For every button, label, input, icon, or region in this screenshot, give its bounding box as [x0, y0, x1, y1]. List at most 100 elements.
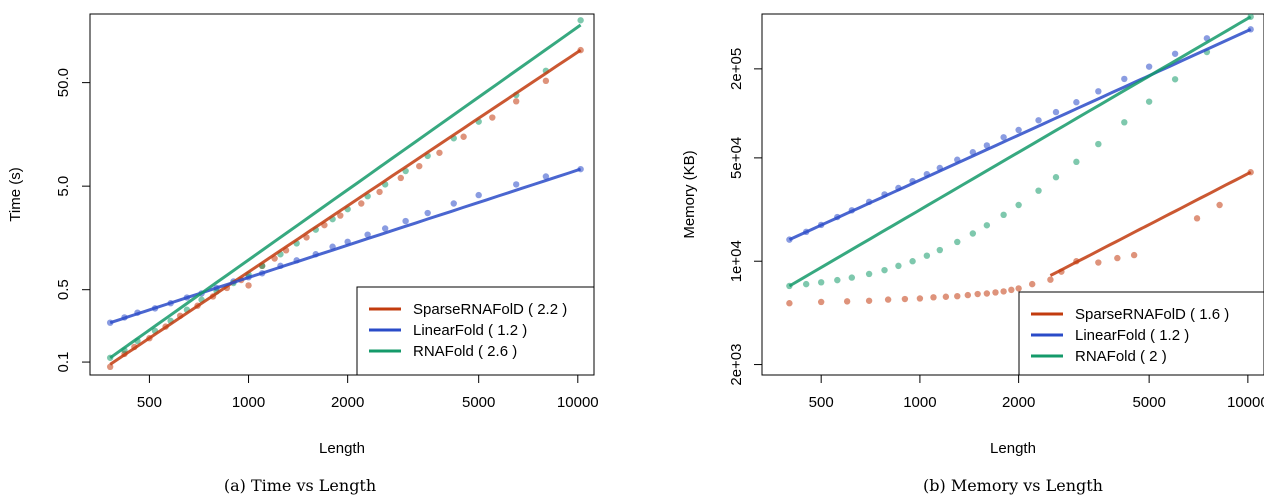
data-point: [376, 188, 383, 196]
data-layer: [786, 14, 1254, 307]
x-tick-label: 5000: [462, 394, 495, 411]
data-point: [848, 274, 856, 281]
data-point: [450, 200, 457, 207]
y-tick-label: 5e+04: [728, 137, 745, 179]
data-point: [802, 280, 810, 288]
data-point: [1015, 201, 1022, 209]
y-axis-label: Time (s): [7, 167, 24, 221]
data-point: [817, 279, 825, 286]
data-point: [358, 200, 365, 207]
data-point: [1095, 259, 1102, 266]
data-point: [834, 276, 841, 284]
y-tick-label: 1e+04: [728, 240, 745, 282]
fit-line: [109, 48, 582, 366]
data-point: [884, 296, 892, 303]
data-point: [954, 292, 961, 300]
y-tick-label: 5.0: [55, 176, 72, 197]
data-point: [786, 300, 793, 307]
legend-entry: SparseRNAFolD ( 2.2 ): [413, 301, 567, 318]
data-point: [1171, 50, 1179, 57]
plot-frame: [89, 13, 595, 376]
fit-line: [109, 167, 582, 325]
data-point: [916, 295, 924, 302]
data-point: [512, 98, 520, 105]
data-point: [983, 290, 991, 297]
data-point: [475, 191, 482, 199]
data-point: [489, 114, 496, 121]
x-tick-label: 1000: [903, 394, 936, 411]
data-point: [1145, 98, 1153, 105]
data-point: [881, 266, 888, 274]
data-point: [901, 295, 909, 303]
y-tick-label: 2e+05: [728, 48, 745, 90]
legend-entry: SparseRNAFolD ( 1.6 ): [1075, 306, 1229, 323]
y-tick-label: 2e+03: [728, 343, 745, 385]
y-tick-label: 0.5: [55, 279, 72, 300]
data-point: [1193, 215, 1201, 222]
data-point: [992, 289, 999, 296]
time-vs-length-panel: 500 1000 2000 5000 10000 0.1 0.5 5.0 50.0 Length T…: [7, 13, 599, 495]
data-point: [1015, 285, 1022, 292]
legend-entry: LinearFold ( 1.2 ): [1075, 327, 1189, 344]
x-tick-label: 10000: [557, 394, 599, 411]
data-point: [542, 173, 550, 180]
x-axis-label: Length: [319, 440, 365, 457]
data-point: [1171, 76, 1179, 83]
data-point: [381, 225, 389, 232]
data-point: [942, 293, 950, 300]
data-point: [1073, 158, 1080, 166]
data-point: [1114, 254, 1121, 262]
data-point: [106, 363, 114, 371]
data-point: [1047, 276, 1054, 283]
data-point: [1216, 201, 1223, 209]
data-point: [1121, 75, 1128, 83]
data-point: [1035, 187, 1042, 194]
plot-frame: [761, 13, 1264, 376]
data-point: [424, 209, 431, 217]
x-tick-label: 500: [809, 394, 834, 411]
data-point: [1029, 280, 1036, 288]
data-point: [245, 282, 252, 289]
data-point: [1095, 88, 1102, 95]
x-tick-label: 1000: [232, 394, 265, 411]
data-point: [1015, 126, 1022, 134]
data-point: [843, 298, 851, 305]
data-point: [1052, 108, 1060, 116]
data-point: [542, 77, 550, 85]
y-tick-label: 0.1: [55, 352, 72, 373]
fit-line: [788, 28, 1252, 241]
data-point: [1035, 117, 1042, 124]
data-point: [969, 230, 977, 237]
data-point: [964, 291, 972, 299]
data-point: [1052, 174, 1060, 181]
data-point: [460, 133, 467, 140]
data-point: [1095, 140, 1102, 148]
data-point: [416, 162, 423, 170]
fit-line: [1049, 170, 1252, 277]
data-point: [1008, 286, 1015, 294]
data-point: [1130, 251, 1138, 259]
data-point: [930, 294, 937, 301]
data-point: [364, 231, 371, 238]
data-point: [983, 142, 991, 149]
data-point: [577, 17, 584, 24]
y-tick-label: 50.0: [55, 68, 72, 97]
data-point: [954, 238, 961, 246]
x-tick-label: 10000: [1227, 394, 1264, 411]
data-point: [895, 262, 902, 270]
data-point: [397, 174, 404, 182]
memory-vs-length-panel: 500 1000 2000 5000 10000 2e+03 1e+04 5e+04 2e+05…: [681, 13, 1264, 495]
data-layer: [106, 17, 584, 371]
data-point: [1000, 288, 1007, 295]
data-point: [1073, 99, 1080, 106]
data-point: [909, 258, 916, 265]
data-point: [1121, 119, 1128, 126]
data-point: [436, 149, 443, 156]
data-point: [1145, 63, 1153, 70]
figure-caption: (b) Memory vs Length: [923, 476, 1103, 495]
x-tick-label: 2000: [331, 394, 364, 411]
fit-line: [788, 15, 1252, 288]
legend-entry: RNAFold ( 2 ): [1075, 348, 1167, 365]
data-point: [1000, 134, 1007, 141]
